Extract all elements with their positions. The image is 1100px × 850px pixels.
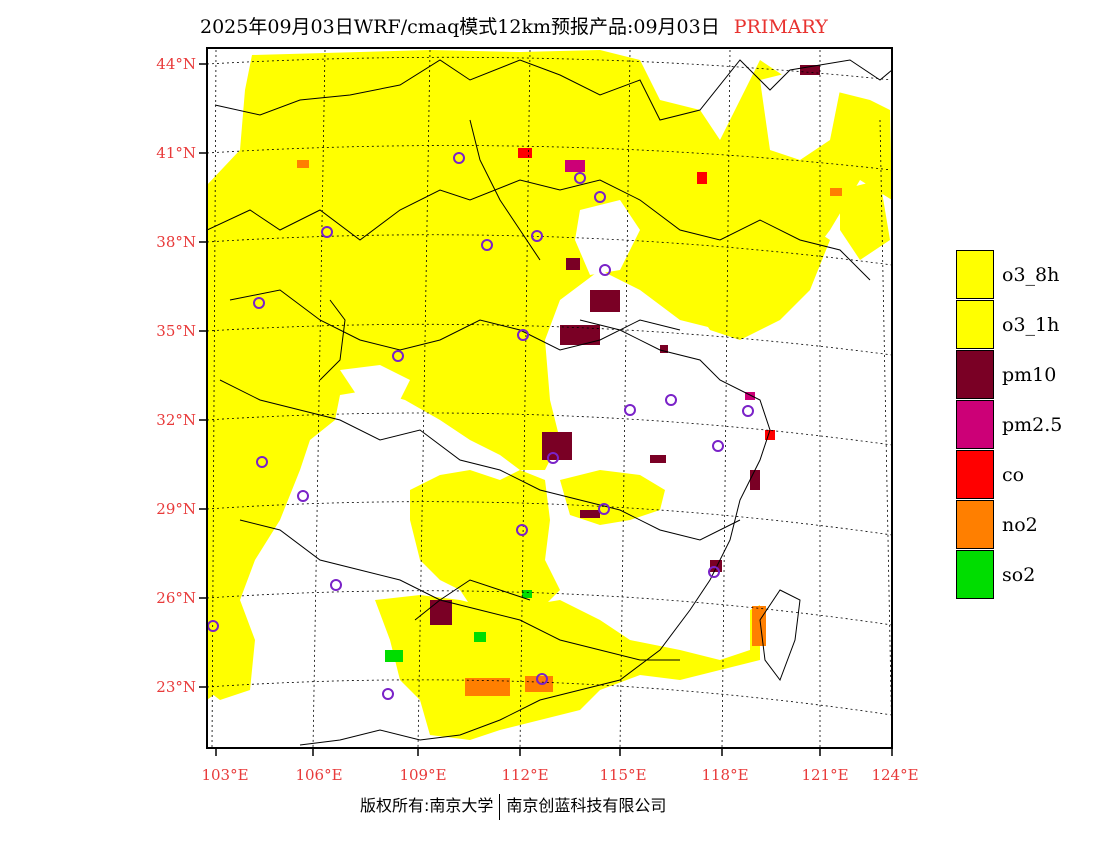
co-clusters bbox=[518, 148, 775, 440]
lon-label-118: 118°E bbox=[701, 766, 749, 784]
lat-label-32: 32°N bbox=[156, 411, 196, 429]
legend-swatch bbox=[956, 300, 994, 349]
lon-label-121: 121°E bbox=[801, 766, 849, 784]
lat-label-26: 26°N bbox=[156, 589, 196, 607]
map-title: 2025年09月03日WRF/cmaq模式12km预报产品:09月03日 PRIM… bbox=[200, 12, 980, 39]
copyright-text: 版权所有:南京大学 bbox=[360, 796, 494, 815]
axis-ticks bbox=[199, 63, 893, 756]
legend-swatch bbox=[956, 250, 994, 299]
map-area bbox=[207, 49, 892, 748]
legend-label: pm10 bbox=[1002, 364, 1057, 386]
lat-label-44: 44°N bbox=[156, 55, 196, 73]
legend-label: so2 bbox=[1002, 564, 1036, 586]
lon-label-115: 115°E bbox=[599, 766, 647, 784]
lon-label-124: 124°E bbox=[871, 766, 919, 784]
legend-swatch bbox=[956, 550, 994, 599]
lat-label-29: 29°N bbox=[156, 500, 196, 518]
lon-label-103: 103°E bbox=[201, 766, 249, 784]
map-frame bbox=[206, 47, 893, 749]
legend-swatch bbox=[956, 350, 994, 399]
boundaries bbox=[207, 59, 892, 746]
clear-areas bbox=[207, 70, 840, 590]
legend-swatch bbox=[956, 450, 994, 499]
lon-label-109: 109°E bbox=[399, 766, 447, 784]
legend-swatch bbox=[956, 500, 994, 549]
copyright-footer: 版权所有:南京大学 南京创蓝科技有限公司 bbox=[360, 792, 666, 820]
so2-clusters bbox=[385, 590, 532, 662]
station-markers bbox=[207, 152, 754, 700]
pm25-clusters bbox=[565, 160, 755, 400]
title-text: 2025年09月03日WRF/cmaq模式12km预报产品:09月03日 bbox=[200, 16, 720, 38]
company-text: 南京创蓝科技有限公司 bbox=[506, 796, 667, 815]
lon-label-106: 106°E bbox=[295, 766, 343, 784]
lat-label-23: 23°N bbox=[156, 678, 196, 696]
lat-label-35: 35°N bbox=[156, 322, 196, 340]
legend-label: o3_8h bbox=[1002, 264, 1060, 286]
legend-label: no2 bbox=[1002, 514, 1038, 536]
legend-label: co bbox=[1002, 464, 1025, 486]
lat-label-38: 38°N bbox=[156, 233, 196, 251]
footer-separator bbox=[499, 793, 501, 820]
legend-label: pm2.5 bbox=[1002, 414, 1063, 436]
o3-coverage bbox=[207, 50, 892, 740]
pm10-clusters bbox=[430, 65, 820, 625]
lon-label-112: 112°E bbox=[501, 766, 549, 784]
lat-label-41: 41°N bbox=[156, 144, 196, 162]
legend-label: o3_1h bbox=[1002, 314, 1060, 336]
primary-tag: PRIMARY bbox=[733, 16, 828, 38]
legend-swatch bbox=[956, 400, 994, 449]
